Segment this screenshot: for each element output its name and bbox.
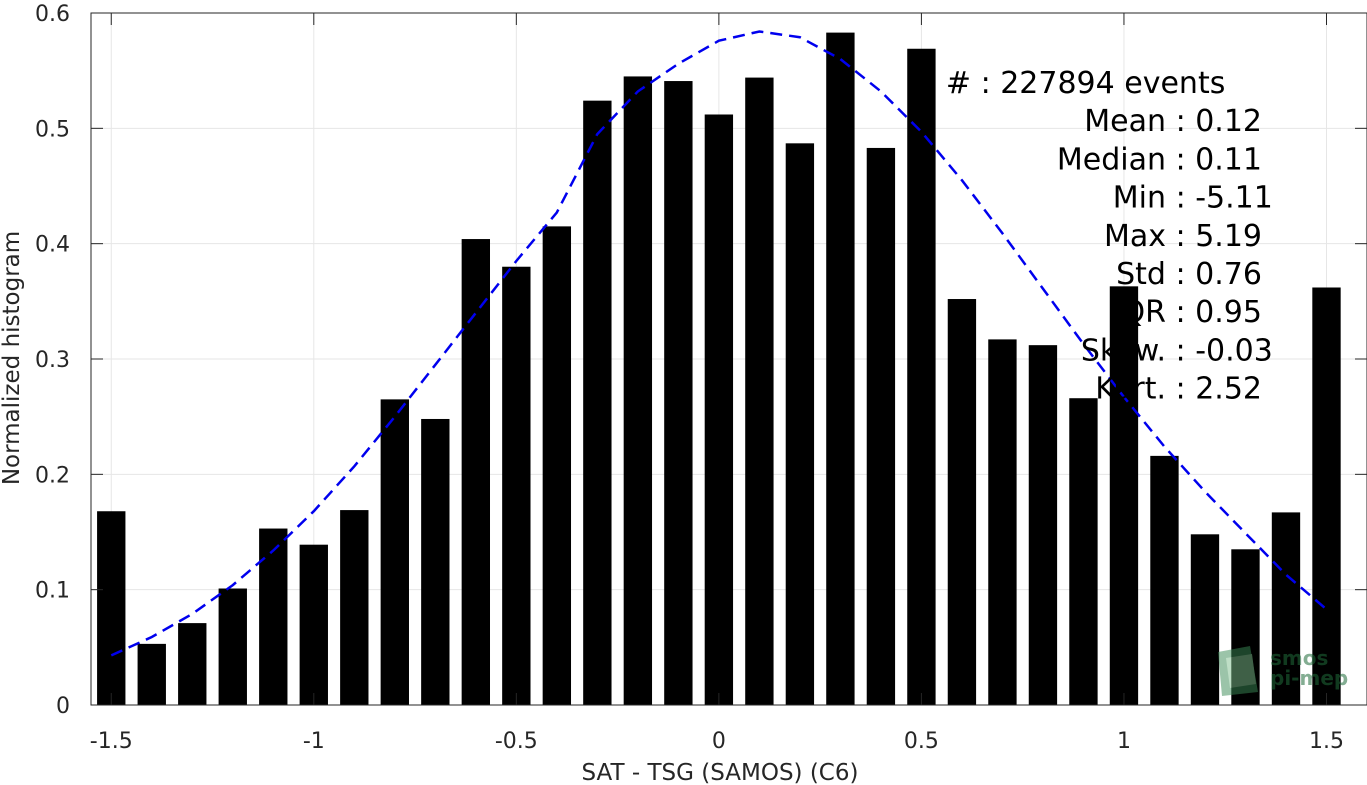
- y-axis-title: Normalized histogram: [0, 231, 25, 485]
- stats-line: Max : 5.19: [1104, 219, 1262, 254]
- stats-line: # : 227894 events: [946, 66, 1225, 101]
- histogram-bar: [178, 623, 207, 705]
- histogram-bar: [866, 147, 896, 705]
- stats-line: Std : 0.76: [1116, 257, 1262, 292]
- fit-curve: [110, 30, 1328, 657]
- histogram-bar: [745, 77, 774, 705]
- histogram-bar: [1109, 286, 1139, 705]
- histogram-bar: [1069, 398, 1098, 705]
- histogram-bar: [137, 643, 166, 705]
- histogram-bar: [664, 81, 693, 705]
- smos-pi-mep-logo: smos pi-mep: [1218, 646, 1348, 696]
- x-tick-label: -0.5: [495, 729, 538, 754]
- x-tick-label: 0: [712, 729, 726, 754]
- histogram-bar: [461, 239, 491, 705]
- histogram-bar: [826, 32, 855, 705]
- histogram-bar: [97, 511, 126, 705]
- histogram-bar: [785, 143, 815, 705]
- histogram-bar: [542, 226, 572, 705]
- histogram-bar: [340, 510, 369, 705]
- stats-line: Kurt. : 2.52: [1095, 372, 1262, 407]
- x-tick-label: 1.5: [1309, 729, 1344, 754]
- histogram-bar: [502, 266, 531, 705]
- x-tick-label: 1: [1117, 729, 1131, 754]
- y-tick-label: 0.4: [35, 233, 70, 258]
- x-tick-label: 0.5: [904, 729, 939, 754]
- stats-line: Mean : 0.12: [1084, 104, 1262, 139]
- histogram-bar: [907, 48, 936, 705]
- stats-line: Min : -5.11: [1113, 181, 1273, 216]
- histogram-bar: [421, 418, 450, 705]
- histogram-bar: [299, 544, 328, 705]
- histogram-bar: [1271, 512, 1301, 705]
- histogram-bar: [947, 299, 977, 705]
- y-tick-label: 0.6: [35, 2, 70, 27]
- normal-fit-curve: [110, 30, 1328, 657]
- y-tick-label: 0.1: [35, 579, 70, 604]
- logo-text-smos: smos: [1270, 646, 1328, 670]
- stats-line: Skew. : -0.03: [1081, 333, 1273, 368]
- y-tick-label: 0.5: [35, 117, 70, 142]
- ticks: -1.5 -1 -0.5 0 0.5 1 1.5 0 0.1 0.2 0.3 0.4 0.5 0.6: [35, 2, 1367, 754]
- x-tick-label: -1.5: [90, 729, 133, 754]
- y-tick-label: 0: [56, 694, 70, 719]
- histogram-bar: [704, 114, 734, 705]
- histogram-bar: [1312, 287, 1341, 705]
- histogram-bar: [583, 100, 612, 706]
- logo-mark-icon: [1218, 646, 1258, 696]
- histogram-bar: [1150, 455, 1179, 705]
- histogram-bar: [259, 528, 288, 705]
- histogram-bar: [380, 399, 409, 705]
- histogram-bar: [1028, 345, 1058, 705]
- histogram-bar: [988, 339, 1017, 705]
- histogram-bar: [218, 588, 247, 705]
- y-tick-label: 0.2: [35, 463, 70, 488]
- stats-line: Median : 0.11: [1057, 142, 1262, 177]
- stats-line: IQR : 0.95: [1113, 295, 1262, 330]
- x-tick-label: -1: [303, 729, 325, 754]
- bars: [97, 32, 1341, 706]
- histogram-bar: [623, 76, 653, 705]
- histogram-bar: [1190, 534, 1220, 705]
- y-tick-label: 0.3: [35, 348, 70, 373]
- logo-text-pi-mep: pi-mep: [1270, 666, 1348, 690]
- x-axis-title: SAT - TSG (SAMOS) (C6): [582, 760, 859, 785]
